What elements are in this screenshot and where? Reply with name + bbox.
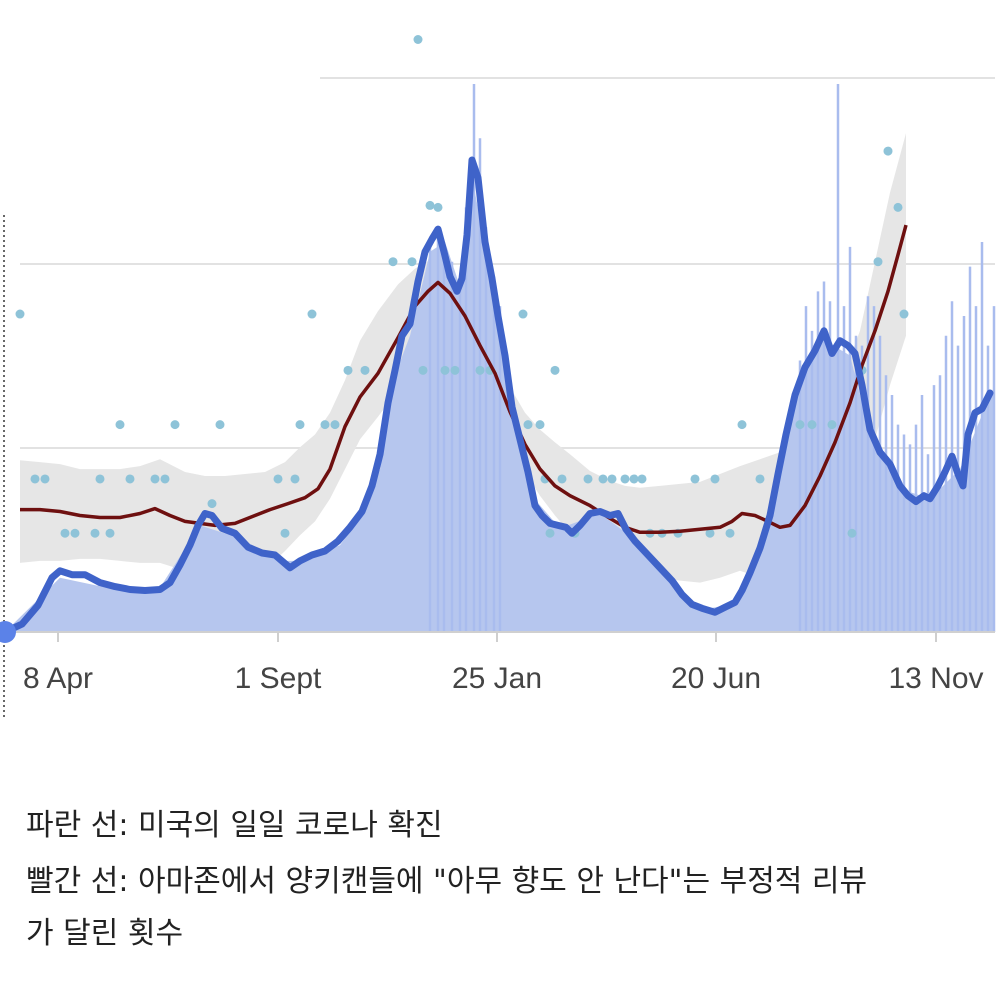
review-dot: [725, 528, 735, 538]
review-dot: [620, 474, 630, 484]
review-dot: [70, 528, 80, 538]
review-dot: [413, 35, 423, 44]
x-tick-label: 1 Sept: [235, 662, 322, 695]
review-dot: [847, 528, 857, 538]
review-dot: [710, 474, 720, 484]
review-dot: [125, 474, 135, 484]
review-dot: [557, 474, 567, 484]
review-dot: [827, 420, 837, 430]
review-dot: [433, 202, 443, 212]
review-dot: [30, 474, 40, 484]
review-dot: [407, 257, 417, 267]
plot-area: [1, 35, 996, 636]
caption-line-2: 빨간 선: 아마존에서 양키캔들에 "아무 향도 안 난다"는 부정적 리뷰: [26, 864, 868, 899]
review-dot: [598, 474, 608, 484]
review-dot: [160, 474, 170, 484]
review-dot: [535, 420, 545, 430]
x-tick-label: 13 Nov: [888, 662, 983, 695]
review-dot: [215, 420, 225, 430]
review-dot: [60, 528, 70, 538]
review-dot: [607, 474, 617, 484]
caption-line-1: 파란 선: 미국의 일일 코로나 확진: [26, 808, 443, 843]
review-dot: [450, 365, 460, 375]
review-dot: [105, 528, 115, 538]
review-dot: [523, 420, 533, 430]
review-dot: [893, 202, 903, 212]
review-dot: [115, 420, 125, 430]
review-dot: [899, 309, 909, 319]
review-dot: [550, 365, 560, 375]
x-axis-ticks: 8 Apr 1 Sept 25 Jan 20 Jun 13 Nov: [23, 632, 984, 695]
review-dot: [690, 474, 700, 484]
review-dot: [170, 420, 180, 430]
review-dot: [583, 474, 593, 484]
chart-canvas: 8 Apr 1 Sept 25 Jan 20 Jun 13 Nov: [0, 35, 996, 720]
review-dot: [518, 309, 528, 319]
review-dot: [360, 365, 370, 375]
review-dot: [388, 257, 398, 267]
x-tick-label: 8 Apr: [23, 662, 93, 695]
review-dot: [307, 309, 317, 319]
review-dot: [418, 365, 428, 375]
x-tick-label: 20 Jun: [671, 662, 761, 695]
review-dot: [475, 365, 485, 375]
review-dot: [290, 474, 300, 484]
review-dot: [320, 420, 330, 430]
review-dot: [795, 420, 805, 430]
red-trend-line: [20, 224, 908, 535]
review-dot: [873, 257, 883, 267]
review-dot: [273, 474, 283, 484]
review-dot: [883, 146, 893, 156]
review-dot: [705, 528, 715, 538]
review-dot: [440, 365, 450, 375]
review-dot: [280, 528, 290, 538]
review-dot: [637, 474, 647, 484]
review-dot: [90, 528, 100, 538]
review-dot: [343, 365, 353, 375]
review-dot: [755, 474, 765, 484]
review-dot: [15, 309, 25, 319]
caption-line-3: 가 달린 횟수: [26, 916, 184, 951]
blue-cases-line: [1, 156, 994, 636]
review-dot: [545, 528, 555, 538]
review-dot: [330, 420, 340, 430]
cursor-handle[interactable]: [0, 621, 16, 643]
review-dot: [425, 200, 435, 210]
review-dot: [629, 474, 639, 484]
x-tick-label: 25 Jan: [452, 662, 542, 695]
review-dot: [207, 499, 217, 509]
review-dot: [807, 420, 817, 430]
review-dot: [40, 474, 50, 484]
review-dot: [737, 420, 747, 430]
review-dot: [150, 474, 160, 484]
review-dot: [95, 474, 105, 484]
review-dot: [295, 420, 305, 430]
